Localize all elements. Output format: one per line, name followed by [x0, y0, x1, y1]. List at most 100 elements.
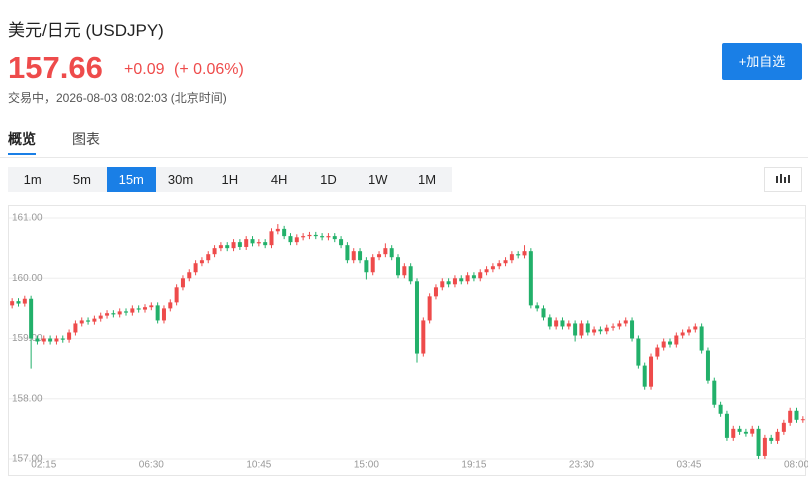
- y-tick-label: 161.00: [12, 213, 43, 224]
- change: +0.09: [124, 61, 165, 78]
- x-tick-label: 02:15: [31, 460, 56, 471]
- candle-body: [263, 242, 268, 246]
- tab[interactable]: 图表: [72, 131, 100, 147]
- candle-body: [800, 419, 805, 421]
- candle-body: [655, 347, 660, 357]
- x-tick-label: 03:45: [676, 460, 701, 471]
- candle-body: [142, 307, 147, 310]
- candle-body: [320, 236, 325, 238]
- candle-body: [244, 239, 249, 247]
- candle-body: [484, 269, 489, 273]
- candle-body: [471, 275, 476, 279]
- candle-body: [724, 413, 729, 438]
- candle-body: [592, 329, 597, 333]
- candle-body: [168, 302, 173, 309]
- candle-body: [237, 242, 242, 247]
- candle-body: [516, 254, 521, 256]
- candle-body: [174, 287, 179, 303]
- y-tick-label: 158.00: [12, 393, 43, 404]
- y-tick-label: 157.00: [12, 454, 43, 465]
- candle-body: [225, 245, 230, 249]
- candle-body: [718, 404, 723, 414]
- candle-body: [528, 251, 533, 306]
- candle-body: [623, 320, 628, 324]
- candle-body: [301, 236, 306, 238]
- y-tick-label: 159.00: [12, 333, 43, 344]
- candle-body: [649, 356, 654, 387]
- candle-body: [377, 254, 382, 258]
- candle-body: [541, 308, 546, 318]
- candle-body: [332, 236, 337, 240]
- x-tick-label: 06:30: [139, 460, 164, 471]
- candle-body: [737, 428, 742, 432]
- candle-body: [383, 248, 388, 255]
- candle-body: [459, 278, 464, 282]
- period-button[interactable]: 4H: [270, 172, 288, 187]
- candle-body: [231, 242, 236, 249]
- candle-body: [370, 257, 375, 273]
- candle-body: [92, 318, 97, 322]
- period-button[interactable]: 1H: [221, 172, 239, 187]
- candle-body: [705, 350, 710, 381]
- candle-body: [756, 428, 761, 456]
- candle-body: [452, 278, 457, 285]
- candle-body: [193, 263, 198, 273]
- candle-body: [351, 251, 356, 261]
- add-watchlist-button[interactable]: +加自选: [722, 43, 802, 80]
- period-button[interactable]: 30m: [167, 172, 194, 187]
- candle-body: [60, 338, 65, 340]
- candle-body: [535, 305, 540, 309]
- price: 157.66: [8, 50, 103, 85]
- candle-body: [345, 245, 350, 261]
- candle-body: [269, 231, 274, 246]
- candle-body: [440, 281, 445, 288]
- candle-body: [630, 320, 635, 339]
- candle-body: [326, 236, 331, 238]
- candle-body: [22, 298, 27, 304]
- candle-body: [161, 308, 166, 321]
- y-tick-label: 160.00: [12, 273, 43, 284]
- candle-body: [86, 320, 91, 322]
- tab[interactable]: 概览: [8, 131, 36, 147]
- candle-body: [775, 431, 780, 441]
- candle-body: [408, 266, 413, 282]
- candle-body: [680, 332, 685, 336]
- candle-body: [155, 305, 160, 321]
- candle-body: [16, 301, 21, 304]
- candle-body: [604, 327, 609, 332]
- candle-body: [136, 308, 141, 310]
- period-button[interactable]: 1W: [367, 172, 388, 187]
- change-pct: (+ 0.06%): [174, 61, 244, 78]
- candle-body: [206, 254, 211, 261]
- candle-body: [636, 338, 641, 366]
- candle-body: [212, 248, 217, 255]
- period-button[interactable]: 1m: [23, 172, 42, 187]
- candle-body: [781, 422, 786, 432]
- candle-body: [358, 251, 363, 261]
- candle-body: [10, 301, 15, 306]
- x-tick-label: 23:30: [569, 460, 594, 471]
- candle-body: [769, 437, 774, 441]
- candle-body: [788, 410, 793, 423]
- candle-body: [256, 242, 261, 244]
- status: 交易中，2026-08-03 08:02:03 (北京时间): [8, 91, 227, 105]
- candle-body: [478, 272, 483, 279]
- separator: [0, 157, 808, 158]
- period-button[interactable]: 1M: [417, 172, 437, 187]
- candle-body: [218, 245, 223, 249]
- chart-type-button[interactable]: [764, 167, 802, 192]
- title: 美元/日元 (USDJPY): [8, 21, 164, 40]
- candle-body: [180, 278, 185, 288]
- candle-body: [105, 313, 110, 316]
- period-button[interactable]: 1D: [320, 172, 337, 187]
- period-button[interactable]: 5m: [72, 172, 91, 187]
- candle-body: [686, 329, 691, 333]
- candle-body: [130, 308, 135, 313]
- candle-body: [446, 281, 451, 285]
- candle-body: [490, 266, 495, 270]
- x-tick-label: 15:00: [354, 460, 379, 471]
- period-button[interactable]: 15m: [106, 167, 156, 192]
- candle-body: [642, 365, 647, 387]
- candle-body: [503, 260, 508, 264]
- candle-body: [124, 311, 129, 313]
